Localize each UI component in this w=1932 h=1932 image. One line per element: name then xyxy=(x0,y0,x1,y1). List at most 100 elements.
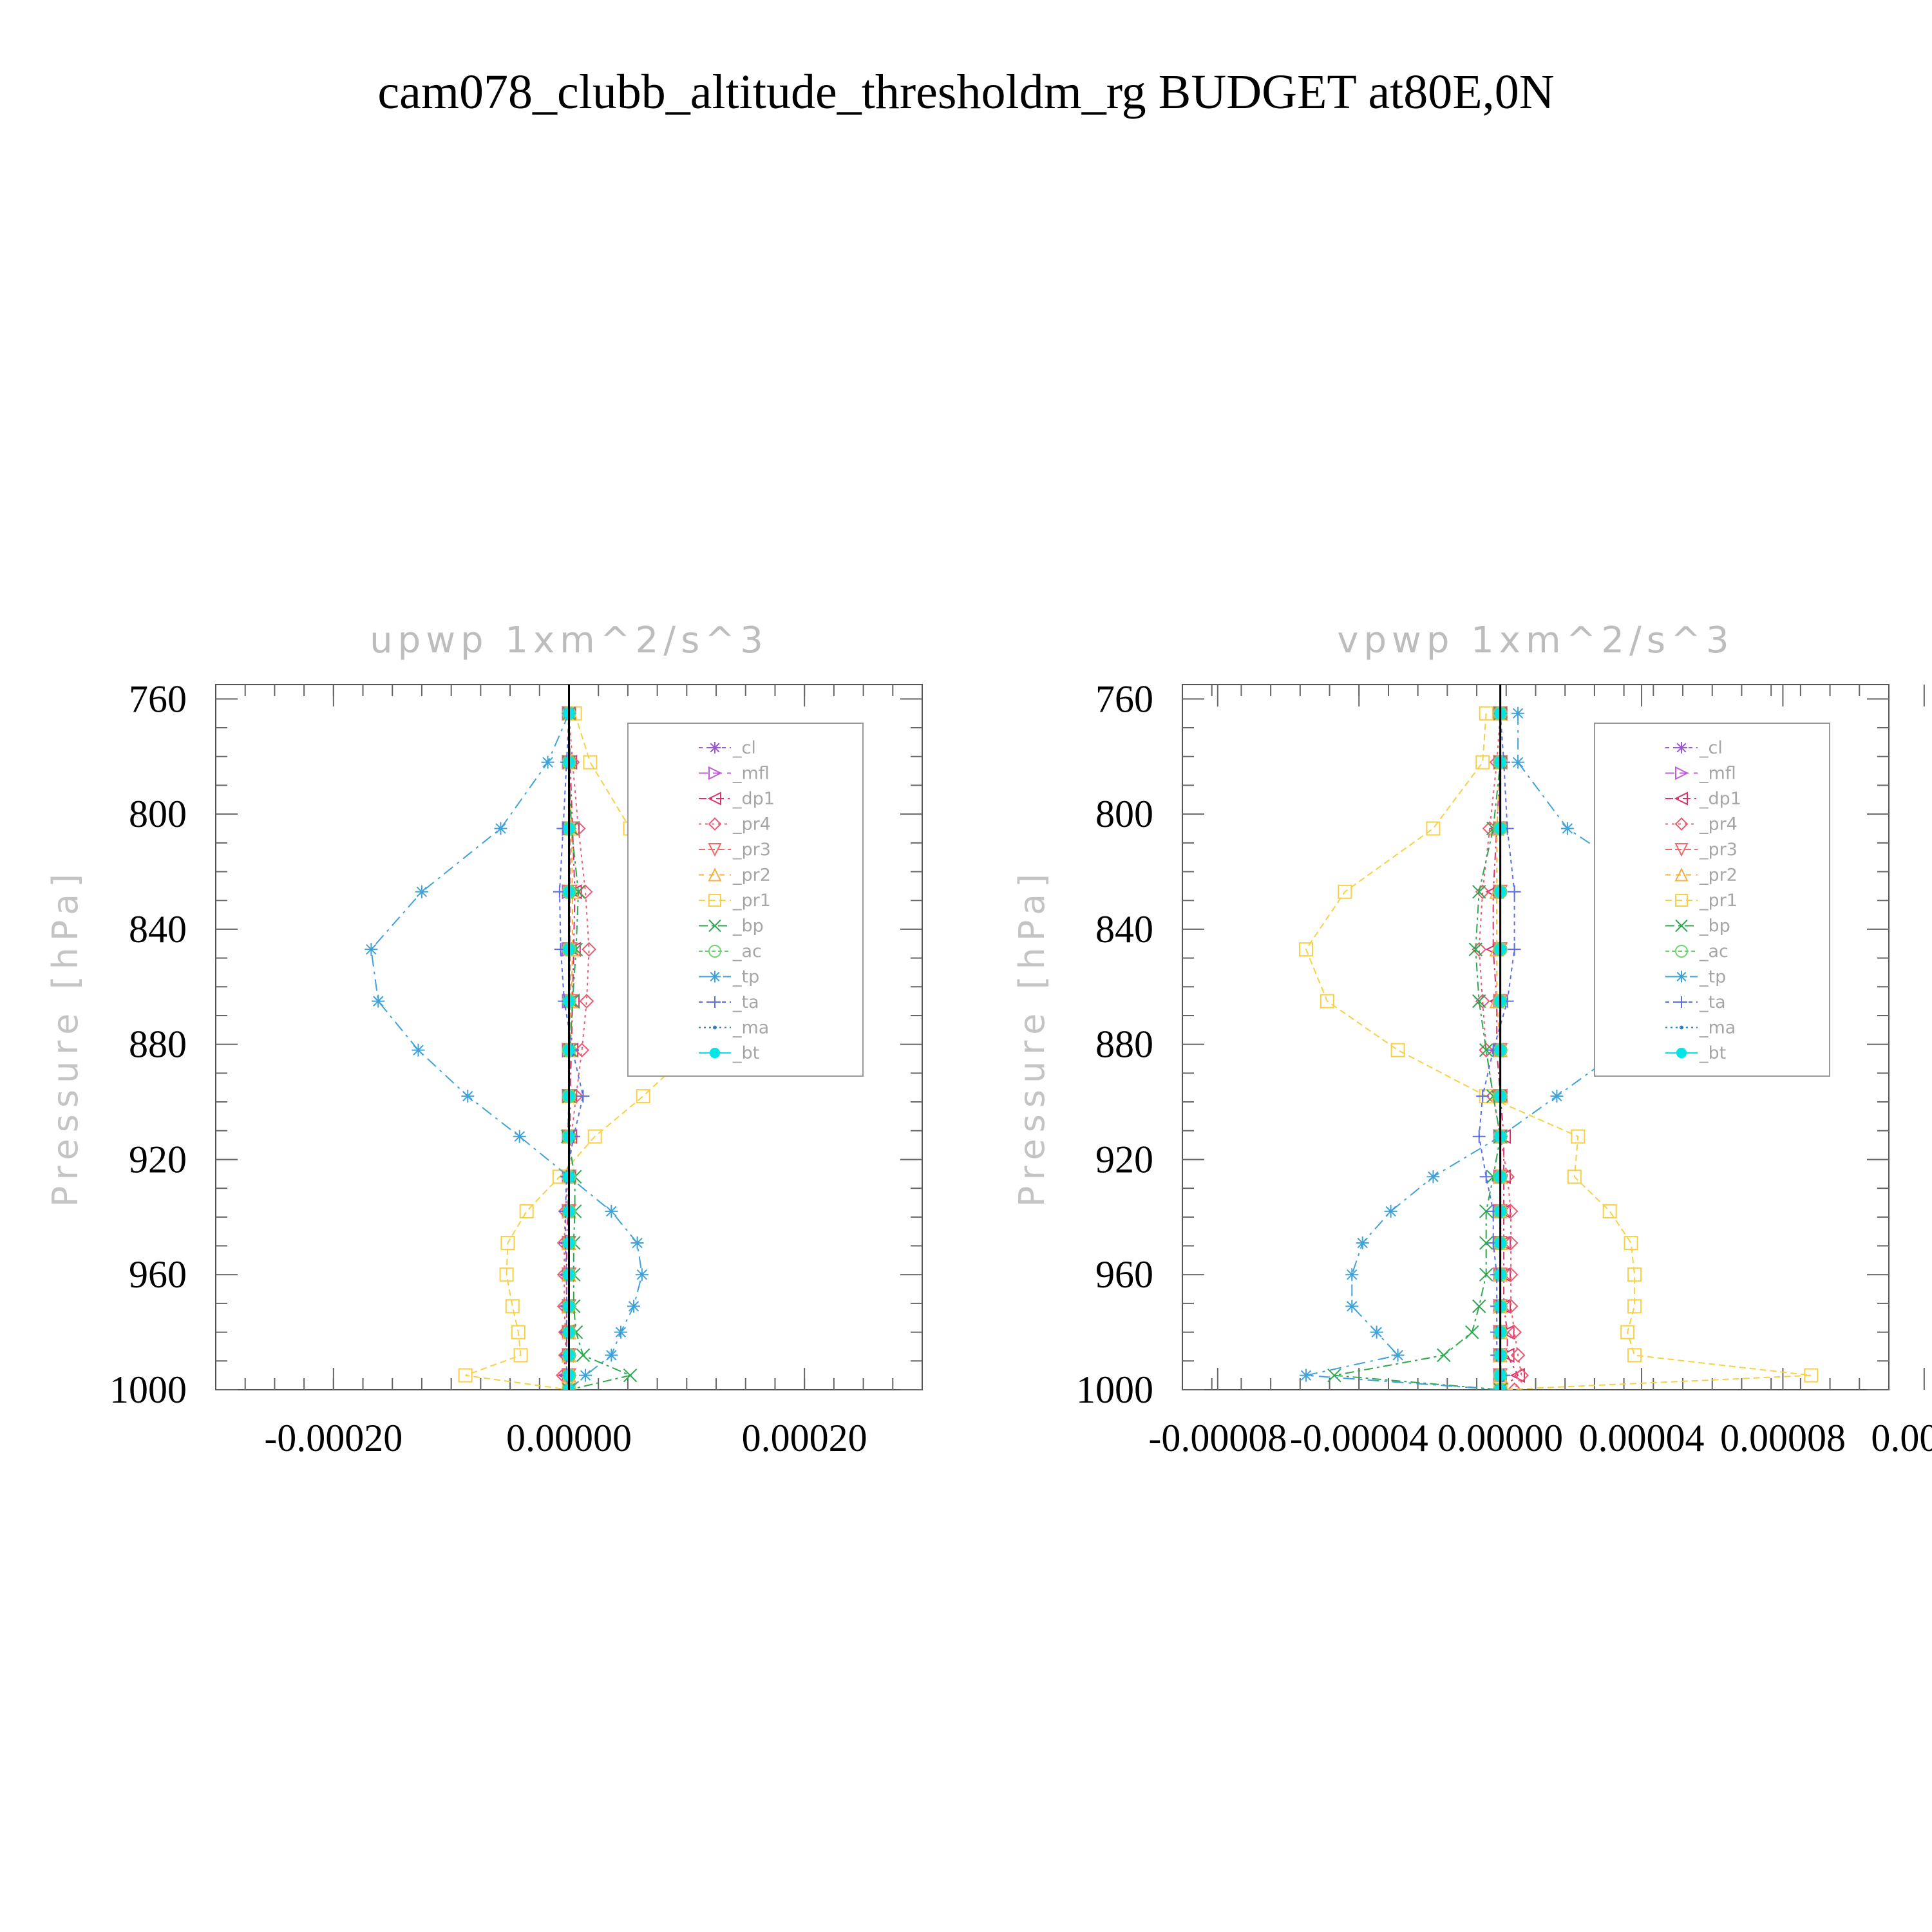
data-point xyxy=(1345,1268,1359,1282)
data-point xyxy=(1571,1129,1586,1144)
y-axis-label: Pressure [hPa] xyxy=(45,867,86,1207)
data-point xyxy=(511,1325,526,1340)
legend-item: _pr4 xyxy=(699,815,771,835)
data-point xyxy=(707,791,721,806)
data-point xyxy=(1472,942,1487,957)
series-line xyxy=(1305,713,1812,1390)
data-point xyxy=(372,994,385,1008)
legend: _cl _mfl _dp1 _pr4 _pr3 _pr2 _pr1 _bp _ac _tp _ta _… xyxy=(627,723,864,1077)
legend-item: _tp xyxy=(699,967,759,987)
data-point xyxy=(1465,1325,1479,1340)
data-point xyxy=(627,1300,641,1313)
y-tick-label: 920 xyxy=(129,1138,187,1180)
data-point xyxy=(1620,1325,1635,1340)
y-tick-label: 800 xyxy=(1095,793,1153,835)
legend-item: _ac xyxy=(699,942,762,961)
y-tick-label: 760 xyxy=(129,677,187,720)
data-point xyxy=(461,1090,475,1103)
x-tick-label: 0.00000 xyxy=(1437,1417,1563,1459)
y-tick-label: 1000 xyxy=(109,1368,187,1411)
data-point xyxy=(587,1129,602,1144)
legend-item: _pr3 xyxy=(1665,840,1738,860)
legend-label: _bt xyxy=(1699,1043,1726,1063)
legend-label: _dp1 xyxy=(1699,789,1741,809)
x-tick-label: 0.00000 xyxy=(506,1417,632,1459)
legend-item: _cl xyxy=(699,738,756,758)
data-point xyxy=(1345,1300,1359,1313)
data-point xyxy=(708,867,722,882)
data-point xyxy=(1472,1299,1486,1314)
series-line xyxy=(567,713,632,1390)
data-point xyxy=(1338,884,1352,899)
data-point xyxy=(1674,843,1689,857)
data-point xyxy=(1472,994,1486,1009)
data-point xyxy=(605,1204,618,1218)
legend-label: _mfl xyxy=(732,764,770,784)
legend-label: _pr2 xyxy=(1699,866,1738,886)
data-point xyxy=(709,996,721,1008)
data-point xyxy=(1391,1349,1405,1362)
data-point xyxy=(708,843,722,857)
data-point xyxy=(709,971,721,983)
legend-label: _ac xyxy=(732,942,762,961)
data-point xyxy=(1508,943,1521,956)
legend-label: _pr4 xyxy=(1699,815,1738,835)
data-point xyxy=(1680,1025,1683,1030)
data-point xyxy=(630,1236,644,1250)
x-tick-label: 0.00004 xyxy=(1579,1417,1705,1459)
data-point xyxy=(365,943,378,956)
legend-label: _ma xyxy=(732,1018,769,1038)
x-tick-label: -0.00008 xyxy=(1148,1417,1287,1459)
data-point xyxy=(1627,1348,1642,1363)
legend: _cl _mfl _dp1 _pr4 _pr3 _pr2 _pr1 _bp _ac _tp _ta _… xyxy=(1594,723,1830,1077)
legend-item: _ta xyxy=(1665,992,1726,1012)
x-tick-label: 0.0001 xyxy=(1871,1417,1932,1459)
data-point xyxy=(1499,1347,1515,1363)
legend-item: _bp xyxy=(699,916,764,936)
data-point xyxy=(1370,1325,1383,1339)
legend-item: _pr4 xyxy=(1665,815,1738,835)
data-point xyxy=(1676,1047,1687,1059)
x-tick-label: 0.00020 xyxy=(742,1417,867,1459)
legend-box xyxy=(1594,723,1830,1077)
x-tick-label: -0.00004 xyxy=(1290,1417,1428,1459)
legend-label: _ac xyxy=(1699,942,1728,961)
data-point xyxy=(505,1299,520,1314)
data-point xyxy=(1384,1204,1397,1218)
data-point xyxy=(708,894,721,907)
legend-item: _mfl xyxy=(699,764,770,784)
legend-item: _cl xyxy=(1665,738,1723,758)
series-pr1 xyxy=(1298,706,1819,1390)
data-point xyxy=(1327,1368,1341,1383)
legend-box xyxy=(627,723,864,1077)
legend-item: _ma xyxy=(699,1018,769,1038)
data-point xyxy=(513,1348,528,1363)
data-point xyxy=(576,1348,591,1363)
legend-label: _bp xyxy=(732,916,764,936)
data-point xyxy=(1479,1204,1493,1218)
y-tick-label: 960 xyxy=(1095,1253,1153,1296)
legend-item: _bt xyxy=(699,1043,759,1063)
data-point xyxy=(708,817,722,831)
data-point xyxy=(415,885,428,898)
legend-label: _dp1 xyxy=(732,789,775,809)
data-point xyxy=(605,1349,618,1362)
data-point xyxy=(499,1267,514,1282)
y-axis-label: Pressure [hPa] xyxy=(1012,867,1052,1207)
data-point xyxy=(1675,945,1688,958)
data-point xyxy=(1298,942,1313,957)
data-point xyxy=(1390,1043,1405,1057)
series-line xyxy=(1478,713,1522,1390)
data-point xyxy=(1602,1204,1617,1218)
data-point xyxy=(1479,1043,1493,1057)
data-point xyxy=(583,755,598,770)
legend-label: _cl xyxy=(1699,738,1723,758)
y-tick-label: 920 xyxy=(1095,1138,1153,1180)
x-tick-label: -0.00020 xyxy=(264,1417,402,1459)
data-point xyxy=(1675,919,1688,933)
data-point xyxy=(494,822,507,835)
data-point xyxy=(709,1047,721,1059)
y-tick-label: 1000 xyxy=(1076,1368,1153,1411)
data-point xyxy=(1468,942,1482,956)
